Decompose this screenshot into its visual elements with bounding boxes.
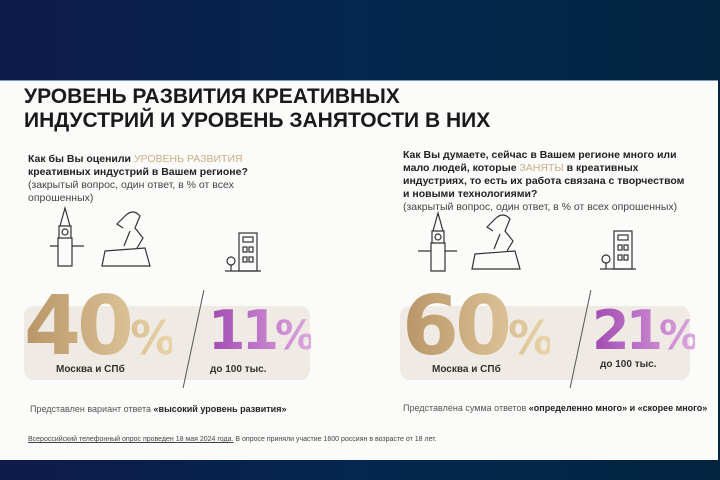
left-question: Как бы Вы оценили УРОВЕНЬ РАЗВИТИЯ креат… <box>28 153 278 205</box>
percent-sign: % <box>130 311 173 365</box>
note-bold: «определенно много» и «скорее много» <box>528 403 708 413</box>
percent-sign: % <box>659 313 696 359</box>
kremlin-tower-icon <box>418 211 457 272</box>
slide: УРОВЕНЬ РАЗВИТИЯ КРЕАТИВНЫХ ИНДУСТРИЙ И У… <box>0 80 718 460</box>
question-highlight: УРОВЕНЬ РАЗВИТИЯ <box>133 153 243 165</box>
question-subtitle: (закрытый вопрос, один ответ, в % от все… <box>403 201 678 213</box>
building-icon <box>225 232 261 272</box>
left-stats-panel <box>24 306 310 380</box>
value: 40 <box>24 279 131 374</box>
value: 11 <box>208 299 276 362</box>
percent-sign: % <box>275 313 312 359</box>
left-note: Представлен вариант ответа «высокий уров… <box>30 404 286 414</box>
percent-sign: % <box>508 311 551 365</box>
right-moscow-label: Москва и СПб <box>432 364 501 375</box>
question-text: креативных индустрий в Вашем регионе? <box>28 166 248 178</box>
footnote-underlined: Всероссийский телефонный опрос проведен … <box>28 436 234 443</box>
footnote-text: В опросе приняли участие 1600 россиян в … <box>233 436 437 443</box>
right-small-city-label: до 100 тыс. <box>600 359 657 370</box>
question-text: в креативных индустриях, то есть их рабо… <box>403 162 685 200</box>
right-question: Как Вы думаете, сейчас в Вашем регионе м… <box>403 149 693 214</box>
left-small-city-value: 11% <box>208 299 311 362</box>
right-small-city-value: 21% <box>592 299 695 362</box>
value: 60 <box>402 279 509 374</box>
bronze-horseman-icon <box>101 211 151 267</box>
bronze-horseman-icon <box>471 214 521 270</box>
note-text: Представлена сумма ответов <box>403 403 529 413</box>
note-bold: «высокий уровень развития» <box>153 404 287 414</box>
title-line-2: ИНДУСТРИЙ И УРОВЕНЬ ЗАНЯТОСТИ В НИХ <box>24 109 491 132</box>
footnote: Всероссийский телефонный опрос проведен … <box>28 436 437 443</box>
left-small-city-label: до 100 тыс. <box>210 364 267 375</box>
building-icon <box>600 230 636 270</box>
right-note: Представлена сумма ответов «определенно … <box>403 403 707 413</box>
question-text: Как бы Вы оценили <box>28 153 134 165</box>
value: 21 <box>592 299 660 362</box>
left-moscow-value: 40% <box>24 279 172 374</box>
slide-title: УРОВЕНЬ РАЗВИТИЯ КРЕАТИВНЫХ ИНДУСТРИЙ И У… <box>24 85 490 133</box>
note-text: Представлен вариант ответа <box>30 404 154 414</box>
right-moscow-value: 60% <box>402 279 550 374</box>
title-line-1: УРОВЕНЬ РАЗВИТИЯ КРЕАТИВНЫХ <box>24 85 400 108</box>
question-text: Как Вы думаете, сейчас в Вашем регионе м… <box>403 149 677 174</box>
left-moscow-label: Москва и СПб <box>56 364 125 375</box>
question-subtitle: (закрытый вопрос, один ответ, в % от все… <box>28 179 234 204</box>
question-highlight: ЗАНЯТЫ <box>519 162 564 174</box>
kremlin-tower-icon <box>50 206 84 267</box>
right-stats-panel <box>400 306 690 380</box>
